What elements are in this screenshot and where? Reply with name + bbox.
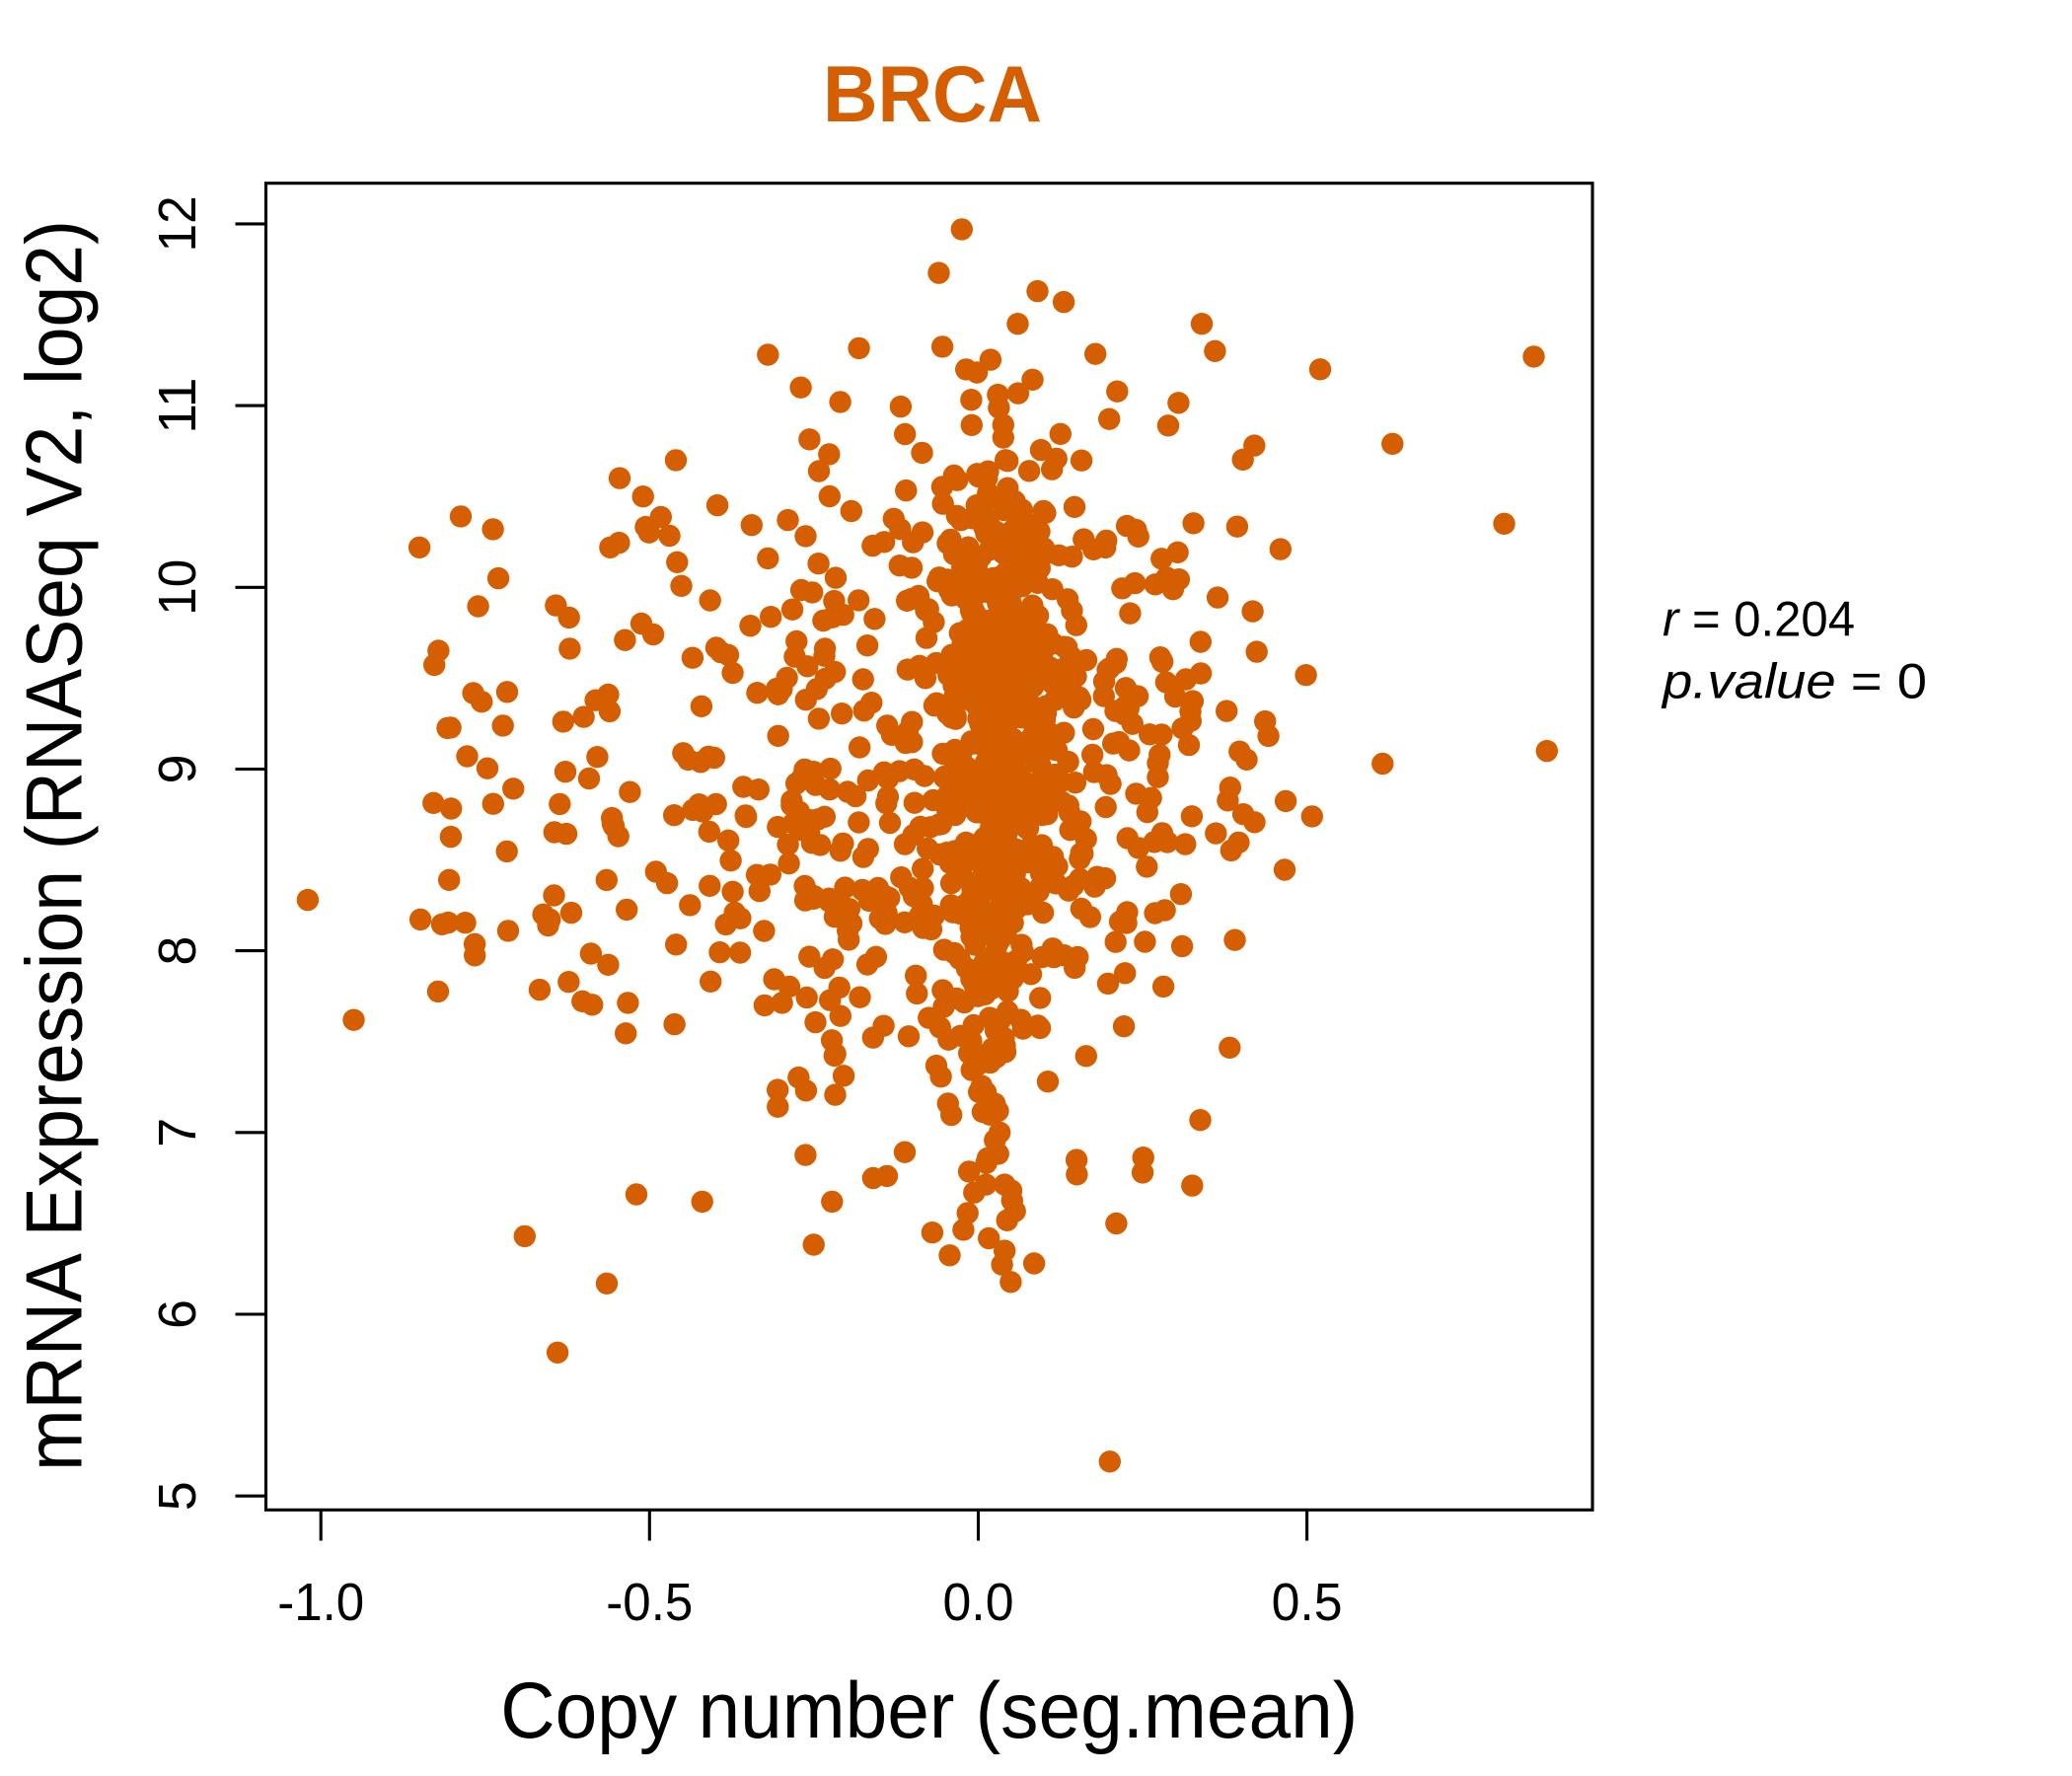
svg-text:11: 11 bbox=[148, 378, 207, 434]
svg-text:p.value = 0: p.value = 0 bbox=[1661, 654, 1927, 709]
svg-text:12: 12 bbox=[148, 195, 207, 252]
svg-text:7: 7 bbox=[148, 1118, 207, 1147]
svg-text:10: 10 bbox=[148, 559, 207, 616]
svg-text:r = 0.204: r = 0.204 bbox=[1663, 591, 1855, 646]
svg-text:BRCA: BRCA bbox=[823, 50, 1042, 139]
svg-text:5: 5 bbox=[148, 1481, 207, 1511]
svg-text:-0.5: -0.5 bbox=[606, 1573, 693, 1632]
svg-text:-1.0: -1.0 bbox=[277, 1573, 364, 1632]
svg-text:9: 9 bbox=[148, 754, 207, 783]
svg-text:0.5: 0.5 bbox=[1272, 1573, 1343, 1632]
svg-text:mRNA Expression (RNASeq V2, lo: mRNA Expression (RNASeq V2, log2) bbox=[11, 220, 100, 1471]
svg-text:Copy number (seg.mean): Copy number (seg.mean) bbox=[500, 1666, 1358, 1755]
svg-text:6: 6 bbox=[148, 1299, 207, 1329]
svg-text:0.0: 0.0 bbox=[943, 1573, 1014, 1632]
svg-text:8: 8 bbox=[148, 936, 207, 966]
